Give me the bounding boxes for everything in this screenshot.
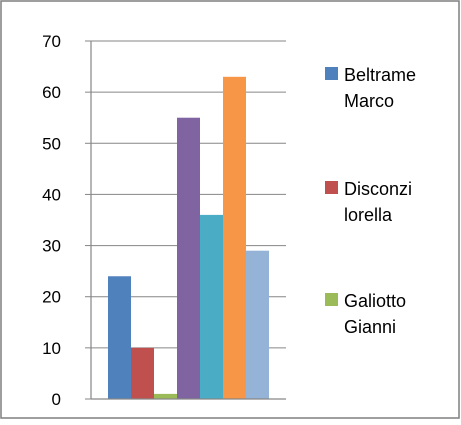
bar [223, 76, 246, 400]
legend-label: Beltrame [344, 65, 416, 85]
bar [131, 347, 154, 399]
y-axis-tick-labels: 0 10 20 30 40 50 60 70 [42, 32, 61, 409]
y-tick-label: 0 [52, 390, 61, 409]
bar [154, 393, 177, 399]
y-tick-label: 10 [42, 339, 61, 358]
y-tick-label: 70 [42, 32, 61, 51]
bar [108, 276, 131, 399]
bar [177, 117, 200, 399]
bars [108, 76, 269, 400]
bar [200, 214, 223, 399]
bar [246, 250, 269, 399]
legend-label: Marco [344, 91, 394, 111]
y-tick-label: 50 [42, 134, 61, 153]
legend-label: Gianni [344, 317, 396, 337]
y-tick-label: 30 [42, 237, 61, 256]
legend-label: Galiotto [344, 291, 406, 311]
legend-swatch [325, 67, 338, 80]
legend-swatch [325, 293, 338, 306]
legend-swatch [325, 181, 338, 194]
legend: Beltrame Marco Disconzi lorella Galiotto Gian… [325, 65, 416, 337]
y-tick-label: 60 [42, 83, 61, 102]
legend-label: Disconzi [344, 179, 412, 199]
y-tick-label: 40 [42, 185, 61, 204]
legend-label: lorella [344, 205, 393, 225]
y-tick-label: 20 [42, 288, 61, 307]
